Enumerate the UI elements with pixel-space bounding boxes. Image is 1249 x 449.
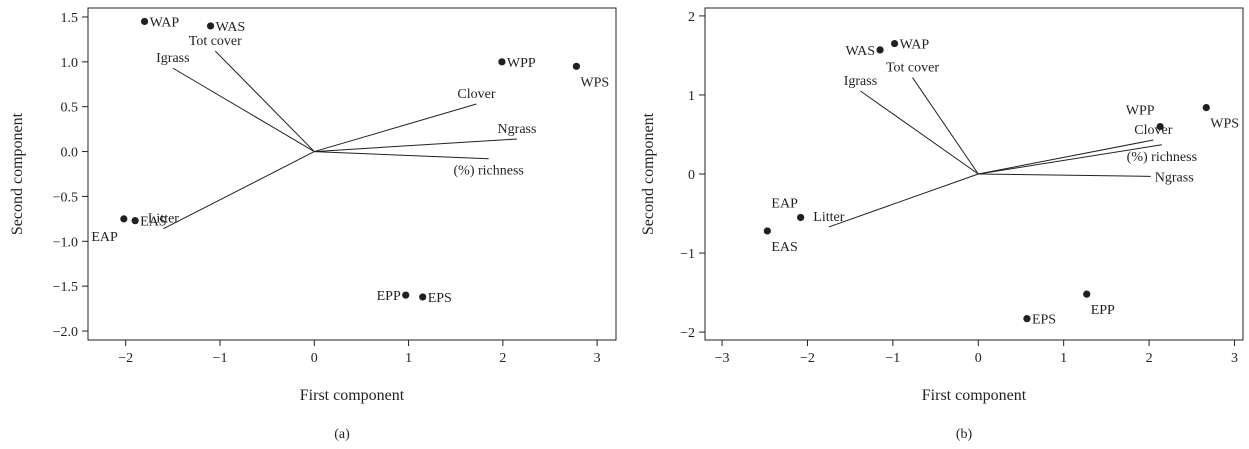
panel-b-y-axis-label: Second component xyxy=(640,112,657,235)
panel-b-point-label: WPS xyxy=(1210,117,1239,132)
panel-b-x-tick-label: −2 xyxy=(800,351,815,366)
panel-a-x-tick-label: −2 xyxy=(118,351,133,366)
panel-a-y-tick-label: −1.0 xyxy=(53,235,78,250)
panel-a-x-tick-label: −1 xyxy=(213,351,228,366)
panel-b-point-marker xyxy=(1202,104,1210,112)
panel-a-y-tick-label: 0.5 xyxy=(61,101,79,116)
panel-a-vector-label: Ngrass xyxy=(498,122,537,137)
panel-a-vector-line xyxy=(163,151,315,230)
panel-a-y-tick-label: 1.0 xyxy=(61,56,79,71)
panel-a-x-tick-label: 3 xyxy=(594,351,601,366)
panel-a-point-label: EPP xyxy=(377,289,401,304)
panel-a-y-tick-label: 1.5 xyxy=(61,11,79,26)
panel-a-caption: (a) xyxy=(334,427,350,442)
panel-b-point-label: EPP xyxy=(1091,303,1115,318)
panel-b-x-tick-label: −3 xyxy=(715,351,730,366)
panel-a-point-marker xyxy=(131,217,139,225)
panel-a-point-marker xyxy=(572,62,581,70)
panel-b-point-label: WPP xyxy=(1126,104,1155,119)
panel-a-point-label: EPS xyxy=(428,291,452,306)
panel-a-y-axis-label: Second component xyxy=(9,112,26,235)
panel-a-point-marker xyxy=(419,293,427,301)
panel-b-point-marker xyxy=(797,213,805,222)
panel-b-point-marker xyxy=(876,46,884,54)
panel-b-vector-line xyxy=(912,77,979,175)
panel-a-point-marker xyxy=(206,22,215,30)
panel-b-y-tick-label: 0 xyxy=(688,168,695,183)
panel-b-x-tick-label: 3 xyxy=(1231,351,1238,366)
panel-b-y-tick-label: 2 xyxy=(688,10,695,25)
panel-b-vector-label: Igrass xyxy=(844,74,877,89)
panel-b-x-tick-label: 0 xyxy=(975,351,982,366)
panel-b-vector-line xyxy=(828,173,979,228)
panel-a-point-marker xyxy=(120,215,128,223)
panel-a-point-label: WAS xyxy=(216,20,246,35)
panel-a-x-tick-label: 2 xyxy=(499,351,506,366)
panel-b-point-label: EAS xyxy=(771,240,797,255)
panel-a-vector-line xyxy=(314,138,518,153)
panel-b-vector-label: Clover xyxy=(1134,123,1172,138)
panel-a-point-label: WPS xyxy=(580,75,609,90)
panel-a-vector-line xyxy=(214,50,315,152)
panel-a-plot-frame xyxy=(87,7,617,341)
panel-b-x-tick-label: 2 xyxy=(1146,351,1153,366)
panel-b-point-label: WAS xyxy=(846,44,876,59)
panel-a-vector-line xyxy=(314,103,477,153)
panel-a-point-label: EAS xyxy=(140,215,166,230)
panel-b-point-label: EAP xyxy=(771,196,798,211)
panel-b-point-label: EPS xyxy=(1032,313,1056,328)
panel-a-y-tick-label: −2.0 xyxy=(53,325,78,340)
panel-b-y-tick-label: 1 xyxy=(688,89,695,104)
panel-a-point-label: EAP xyxy=(91,230,118,245)
panel-b-point-marker xyxy=(890,39,899,48)
panel-b-vector-label: (%) richness xyxy=(1127,150,1197,165)
panel-b-vector-line xyxy=(978,173,1151,177)
panel-a-x-tick-label: 1 xyxy=(405,351,412,366)
panel-a-point-label: WAP xyxy=(150,15,180,30)
panel-a-vector-label: Litter xyxy=(148,212,179,227)
panel-b-vector-label: Litter xyxy=(813,210,844,225)
panel-a-y-tick-label: 0.0 xyxy=(61,146,79,161)
panel-a-vector-label: Tot cover xyxy=(189,34,242,49)
panel-a-x-tick-label: 0 xyxy=(311,351,318,366)
panel-b-point-marker xyxy=(1083,290,1091,298)
panel-b-vector-label: Ngrass xyxy=(1155,170,1194,185)
panel-a-vector-label: Clover xyxy=(457,87,495,102)
panel-a-point-marker xyxy=(402,291,410,299)
panel-b-point-label: WAP xyxy=(900,38,930,53)
panel-b-vector-line xyxy=(978,144,1162,175)
panel-a-y-tick-label: −1.5 xyxy=(53,280,78,295)
panel-b-x-tick-label: 1 xyxy=(1060,351,1067,366)
panel-b-point-marker xyxy=(1156,122,1164,131)
panel-a-vector-label: Igrass xyxy=(156,51,189,66)
panel-b-point-marker xyxy=(763,227,771,235)
panel-b-x-tick-label: −1 xyxy=(885,351,900,366)
panel-a-vector-line xyxy=(172,67,315,152)
panel-b-vector-line xyxy=(978,139,1154,175)
panel-b-y-tick-label: −1 xyxy=(680,247,695,262)
panel-b-vector-line xyxy=(860,90,979,175)
panel-b-point-marker xyxy=(1023,315,1031,323)
panel-b-caption: (b) xyxy=(956,427,973,442)
panel-a-point-label: WPP xyxy=(507,56,536,71)
panel-a-y-tick-label: −0.5 xyxy=(53,190,78,205)
panel-a-vector-line xyxy=(314,151,489,160)
panel-b-vector-label: Tot cover xyxy=(886,61,939,76)
panel-a-x-axis-label: First component xyxy=(300,387,405,404)
panel-a-point-marker xyxy=(140,17,149,26)
panel-b-x-axis-label: First component xyxy=(922,387,1027,404)
panel-a-point-marker xyxy=(498,58,506,66)
panel-a-vector-label: (%) richness xyxy=(454,164,524,179)
panel-b-y-tick-label: −2 xyxy=(680,326,695,341)
